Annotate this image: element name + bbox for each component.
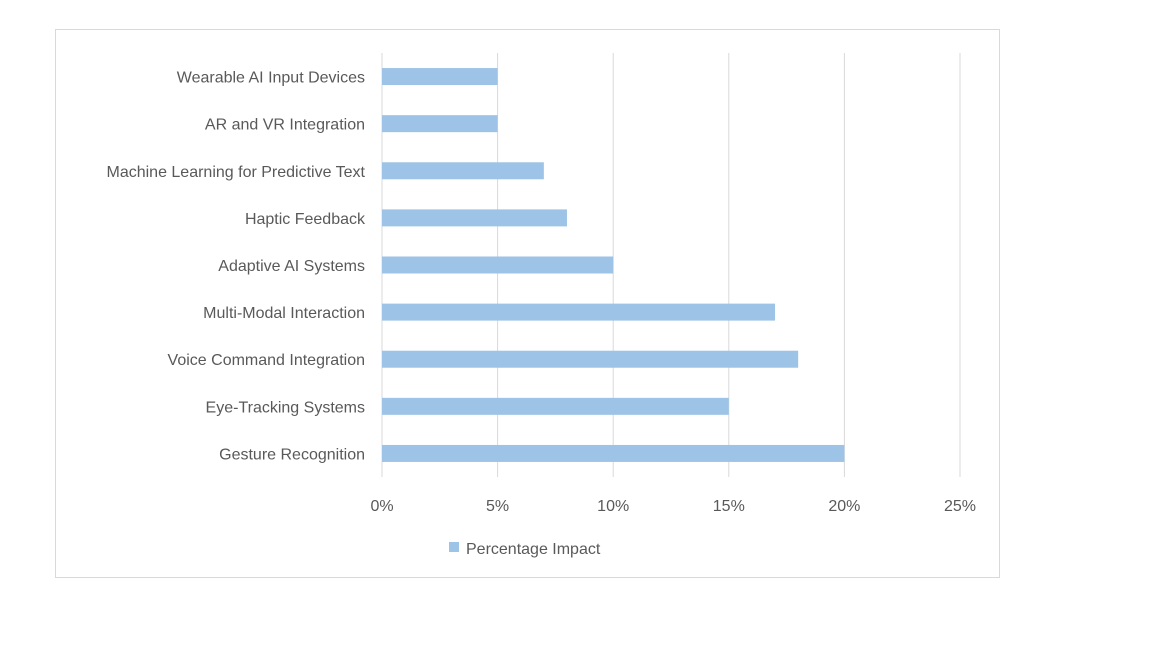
category-label: AR and VR Integration [205,117,365,134]
x-tick-label: 15% [713,498,745,515]
legend-swatch [449,542,459,552]
category-label: Adaptive AI Systems [218,258,365,275]
x-tick-labels: 0% 5% 10% 15% 20% 25% [370,498,976,515]
category-label: Voice Command Integration [168,352,365,369]
category-label: Multi-Modal Interaction [203,305,365,322]
category-label: Wearable AI Input Devices [177,70,365,87]
legend-label-percentage-impact: Percentage Impact [466,541,601,558]
category-label: Haptic Feedback [245,211,366,228]
bar [382,397,729,415]
category-label: Eye-Tracking Systems [206,399,365,416]
category-label: Gesture Recognition [219,446,365,463]
x-tick-label: 20% [828,498,860,515]
x-tick-label: 25% [944,498,976,515]
bars [382,68,845,462]
bar-chart: Gesture Recognition Eye-Tracking Systems V… [106,53,976,558]
category-label: Machine Learning for Predictive Text [106,164,365,181]
bar [382,68,498,86]
x-tick-label: 10% [597,498,629,515]
category-labels: Gesture Recognition Eye-Tracking Systems V… [106,70,366,464]
chart-frame: Gesture Recognition Eye-Tracking Systems V… [55,29,1000,578]
legend: Percentage Impact [449,541,601,558]
x-tick-label: 0% [370,498,393,515]
bar [382,162,544,180]
x-tick-label: 5% [486,498,509,515]
bar [382,350,799,368]
bar [382,115,498,133]
bar [382,303,776,321]
bar [382,444,845,462]
bar [382,256,614,274]
bar [382,209,567,227]
